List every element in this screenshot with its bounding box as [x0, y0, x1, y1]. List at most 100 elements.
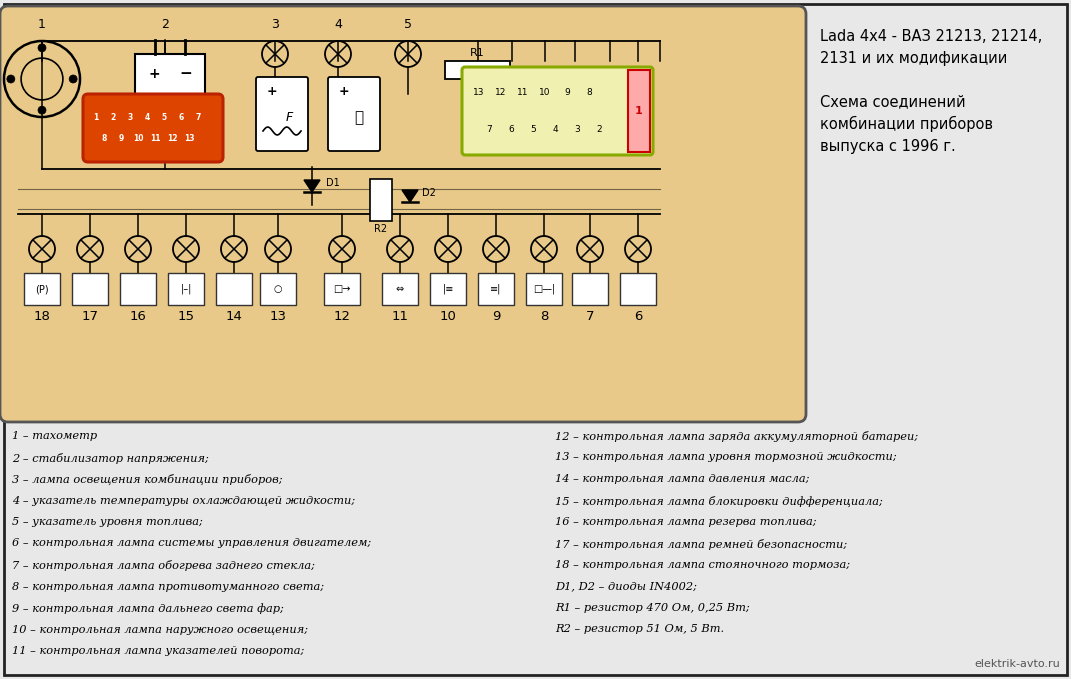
Circle shape	[37, 44, 46, 52]
Text: 10: 10	[133, 134, 144, 143]
Text: elektrik-avto.ru: elektrik-avto.ru	[975, 659, 1060, 669]
Bar	[429, 273, 466, 305]
Text: 9: 9	[492, 310, 500, 323]
FancyBboxPatch shape	[82, 94, 223, 162]
Text: 15 – контрольная лампа блокировки дифференциала;: 15 – контрольная лампа блокировки диффер…	[555, 496, 883, 507]
Text: 3: 3	[271, 18, 278, 31]
Text: 1: 1	[635, 106, 643, 116]
Text: 4: 4	[334, 18, 342, 31]
Bar	[120, 273, 156, 305]
Text: ⇔: ⇔	[396, 284, 404, 294]
Text: 11: 11	[150, 134, 161, 143]
Text: 18 – контрольная лампа стояночного тормоза;: 18 – контрольная лампа стояночного тормо…	[555, 560, 850, 570]
Text: 6: 6	[508, 124, 514, 134]
Text: 3 – лампа освещения комбинации приборов;: 3 – лампа освещения комбинации приборов;	[12, 474, 283, 485]
Text: 7: 7	[486, 124, 492, 134]
Text: 5: 5	[162, 113, 167, 122]
Text: 7: 7	[195, 113, 200, 122]
Text: 10: 10	[439, 310, 456, 323]
Bar	[135, 54, 205, 99]
Text: F: F	[286, 111, 292, 124]
Text: R1 – резистор 470 Ом, 0,25 Вт;: R1 – резистор 470 Ом, 0,25 Вт;	[555, 603, 750, 613]
Bar	[369, 179, 392, 221]
Bar	[72, 273, 108, 305]
Text: □→: □→	[333, 284, 350, 294]
Bar	[216, 273, 252, 305]
Text: 2: 2	[597, 124, 602, 134]
Text: 12: 12	[333, 310, 350, 323]
Text: 3: 3	[127, 113, 133, 122]
Text: 4: 4	[145, 113, 150, 122]
Text: 14 – контрольная лампа давления масла;: 14 – контрольная лампа давления масла;	[555, 474, 810, 484]
Circle shape	[70, 75, 77, 83]
Text: 18: 18	[33, 310, 50, 323]
Bar	[526, 273, 562, 305]
FancyBboxPatch shape	[256, 77, 308, 151]
Text: 17: 17	[81, 310, 99, 323]
Text: 2: 2	[110, 113, 116, 122]
FancyBboxPatch shape	[0, 6, 806, 422]
Bar	[24, 273, 60, 305]
Text: |≡: |≡	[442, 284, 454, 294]
Text: −: −	[179, 66, 192, 81]
Bar	[628, 70, 650, 152]
Text: 6: 6	[634, 310, 643, 323]
Text: 9 – контрольная лампа дальнего света фар;: 9 – контрольная лампа дальнего света фар…	[12, 603, 284, 614]
Bar	[325, 273, 360, 305]
FancyBboxPatch shape	[328, 77, 380, 151]
Text: 2: 2	[161, 18, 169, 31]
Text: 13: 13	[270, 310, 287, 323]
Text: ⛽: ⛽	[355, 110, 363, 125]
Text: 13: 13	[473, 88, 485, 98]
Text: □—|: □—|	[533, 284, 555, 294]
Text: 7: 7	[586, 310, 594, 323]
Text: 9: 9	[564, 88, 570, 98]
Text: 5: 5	[530, 124, 536, 134]
Text: 16 – контрольная лампа резерва топлива;: 16 – контрольная лампа резерва топлива;	[555, 517, 816, 527]
Text: +: +	[338, 85, 349, 98]
Text: 14: 14	[226, 310, 242, 323]
Text: 13 – контрольная лампа уровня тормозной жидкости;: 13 – контрольная лампа уровня тормозной …	[555, 452, 896, 462]
FancyBboxPatch shape	[462, 67, 653, 155]
Bar	[260, 273, 296, 305]
Circle shape	[6, 75, 15, 83]
Polygon shape	[304, 180, 320, 192]
Text: 10 – контрольная лампа наружного освещения;: 10 – контрольная лампа наружного освещен…	[12, 625, 308, 635]
Text: 15: 15	[178, 310, 195, 323]
Text: 16: 16	[130, 310, 147, 323]
Bar	[620, 273, 657, 305]
Circle shape	[37, 106, 46, 114]
Text: 4: 4	[553, 124, 558, 134]
Text: 3: 3	[574, 124, 579, 134]
Text: 1 – тахометр: 1 – тахометр	[12, 431, 97, 441]
Text: 17 – контрольная лампа ремней безопасности;: 17 – контрольная лампа ремней безопаснос…	[555, 538, 847, 549]
Text: 8 – контрольная лампа противотуманного света;: 8 – контрольная лампа противотуманного с…	[12, 581, 325, 591]
Text: Lada 4x4 - ВАЗ 21213, 21214,
2131 и их модификации

Схема соединений
комбинации : Lada 4x4 - ВАЗ 21213, 21214, 2131 и их м…	[820, 29, 1042, 153]
Text: 11 – контрольная лампа указателей поворота;: 11 – контрольная лампа указателей поворо…	[12, 646, 304, 656]
Bar	[382, 273, 418, 305]
Text: 6 – контрольная лампа системы управления двигателем;: 6 – контрольная лампа системы управления…	[12, 538, 372, 549]
Bar	[478, 273, 514, 305]
Text: R1: R1	[470, 48, 485, 58]
Text: D2: D2	[422, 188, 436, 198]
Text: 5: 5	[404, 18, 412, 31]
Text: ○: ○	[274, 284, 283, 294]
Text: 2 – стабилизатор напряжения;: 2 – стабилизатор напряжения;	[12, 452, 209, 464]
Text: R2: R2	[375, 224, 388, 234]
Text: D1, D2 – диоды IN4002;: D1, D2 – диоды IN4002;	[555, 581, 697, 591]
Text: 1: 1	[93, 113, 99, 122]
Text: 9: 9	[119, 134, 123, 143]
Text: (P): (P)	[35, 284, 49, 294]
Bar	[444, 61, 510, 79]
Text: 8: 8	[586, 88, 592, 98]
Text: 12: 12	[167, 134, 177, 143]
Text: R2 – резистор 51 Ом, 5 Вт.: R2 – резистор 51 Ом, 5 Вт.	[555, 625, 724, 634]
Text: 11: 11	[392, 310, 408, 323]
Text: 8: 8	[102, 134, 107, 143]
Text: 12: 12	[495, 88, 507, 98]
Text: D1: D1	[326, 178, 340, 188]
Text: 1: 1	[39, 18, 46, 31]
Text: 12 – контрольная лампа заряда аккумуляторной батареи;: 12 – контрольная лампа заряда аккумулято…	[555, 431, 918, 442]
Text: 11: 11	[517, 88, 529, 98]
Bar	[572, 273, 608, 305]
